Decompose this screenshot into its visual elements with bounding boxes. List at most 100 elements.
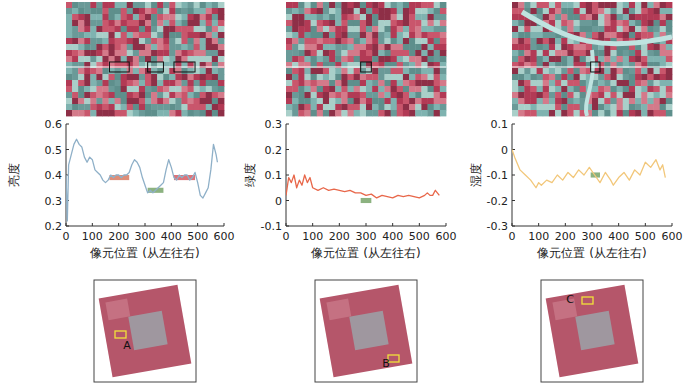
image-texture — [200, 110, 206, 116]
image-texture — [384, 14, 391, 20]
image-texture — [151, 98, 157, 104]
image-texture — [292, 80, 299, 86]
image-texture — [206, 56, 212, 62]
image-texture — [660, 8, 667, 14]
image-texture — [194, 20, 200, 26]
image-texture — [391, 104, 398, 110]
image-texture — [90, 92, 96, 98]
plot-data — [66, 139, 217, 221]
image-texture — [96, 104, 102, 110]
image-texture — [151, 68, 157, 74]
image-texture — [151, 56, 157, 62]
image-texture — [304, 68, 311, 74]
image-texture — [586, 26, 593, 32]
image-texture — [348, 50, 355, 56]
image-texture — [537, 68, 544, 74]
image-texture — [561, 38, 568, 44]
image-texture — [212, 98, 218, 104]
image-texture — [139, 14, 145, 20]
x-tick-label: 300 — [356, 230, 377, 243]
image-texture — [292, 68, 299, 74]
image-texture — [549, 74, 556, 80]
image-texture — [409, 20, 416, 26]
image-texture — [145, 86, 151, 92]
image-texture — [647, 26, 654, 32]
image-texture — [335, 80, 342, 86]
image-texture — [617, 80, 624, 86]
image-texture — [574, 92, 581, 98]
image-texture — [78, 80, 84, 86]
image-texture — [660, 98, 667, 104]
y-tick-label: -0.1 — [261, 220, 282, 233]
image-texture — [329, 20, 336, 26]
image-texture — [151, 74, 157, 80]
image-texture — [635, 2, 642, 8]
image-texture — [580, 80, 587, 86]
image-texture — [66, 56, 72, 62]
image-texture — [403, 8, 410, 14]
image-texture — [169, 2, 175, 8]
image-texture — [311, 20, 318, 26]
image-texture — [543, 14, 550, 20]
image-texture — [623, 92, 630, 98]
image-texture — [292, 92, 299, 98]
image-texture — [366, 110, 373, 116]
image-texture — [78, 110, 84, 116]
image-texture — [163, 68, 169, 74]
image-texture — [200, 104, 206, 110]
image-texture — [298, 86, 305, 92]
image-texture — [549, 110, 556, 116]
image-texture — [348, 98, 355, 104]
image-texture — [90, 44, 96, 50]
image-texture — [421, 56, 428, 62]
image-texture — [524, 74, 531, 80]
y-tick-label: 0 — [275, 195, 282, 208]
image-texture — [524, 86, 531, 92]
image-texture — [194, 98, 200, 104]
image-texture — [623, 80, 630, 86]
image-texture — [610, 50, 617, 56]
image-texture — [96, 2, 102, 8]
image-texture — [169, 44, 175, 50]
image-texture — [348, 104, 355, 110]
image-texture — [304, 110, 311, 116]
image-texture — [549, 80, 556, 86]
image-texture — [175, 26, 181, 32]
image-texture — [604, 68, 611, 74]
image-texture — [169, 98, 175, 104]
image-texture — [555, 68, 562, 74]
image-texture — [530, 92, 537, 98]
image-texture — [512, 92, 519, 98]
image-texture — [524, 110, 531, 116]
image-texture — [115, 2, 121, 8]
image-texture — [181, 38, 187, 44]
image-texture — [567, 80, 574, 86]
image-texture — [512, 110, 519, 116]
image-texture — [360, 8, 367, 14]
image-texture — [623, 86, 630, 92]
image-texture — [567, 110, 574, 116]
image-texture — [378, 74, 385, 80]
image-texture — [604, 110, 611, 116]
image-texture — [90, 68, 96, 74]
image-texture — [384, 86, 391, 92]
image-texture — [66, 80, 72, 86]
image-texture — [641, 26, 648, 32]
image-texture — [121, 68, 127, 74]
image-texture — [121, 8, 127, 14]
image-texture — [360, 74, 367, 80]
image-texture — [212, 2, 218, 8]
image-texture — [409, 8, 416, 14]
image-texture — [298, 26, 305, 32]
image-texture — [341, 98, 348, 104]
image-texture — [580, 14, 587, 20]
image-texture — [348, 86, 355, 92]
image-texture — [84, 32, 90, 38]
image-texture — [574, 2, 581, 8]
image-texture — [163, 104, 169, 110]
image-texture — [434, 50, 441, 56]
image-texture — [72, 104, 78, 110]
sample-box — [591, 62, 600, 72]
image-texture — [654, 14, 661, 20]
x-tick — [618, 223, 619, 226]
